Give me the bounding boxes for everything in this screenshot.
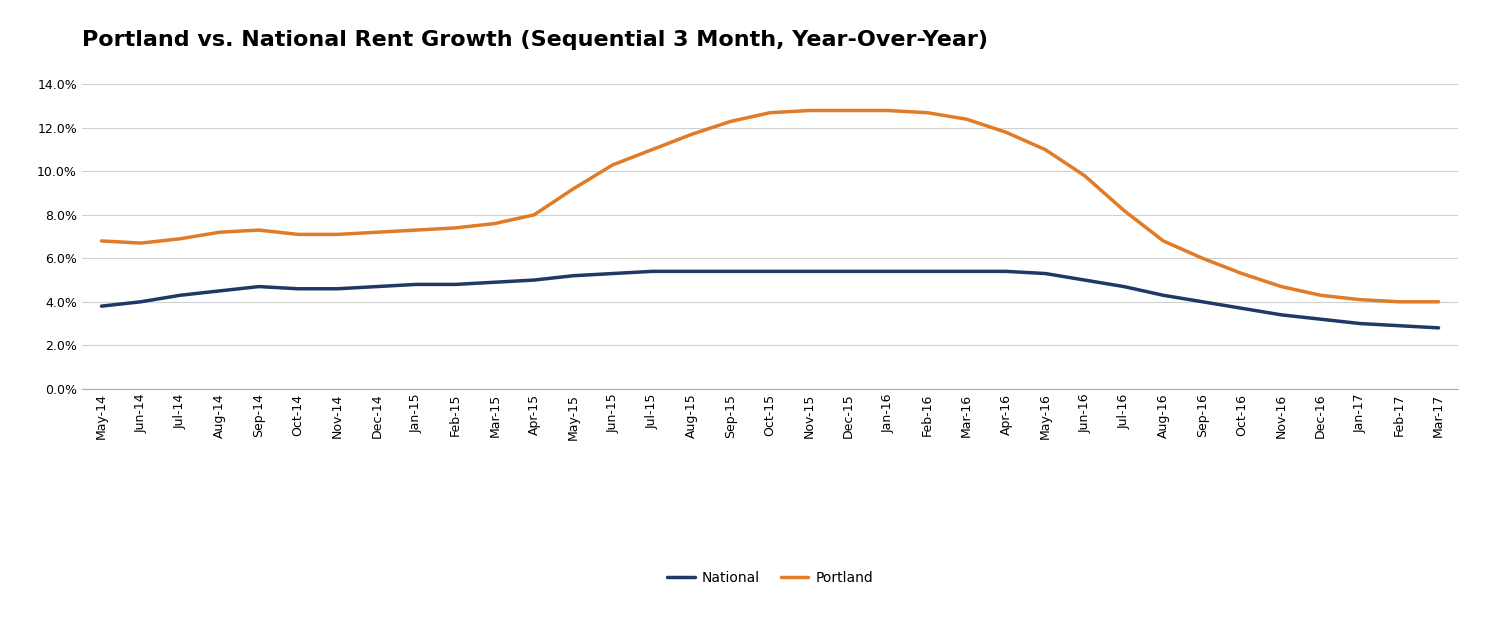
Line: Portland: Portland <box>101 110 1439 302</box>
National <box>801 268 818 275</box>
Portland <box>1076 172 1094 179</box>
Portland <box>879 107 897 114</box>
National <box>1076 277 1094 284</box>
Portland <box>289 231 307 238</box>
National <box>879 268 897 275</box>
National <box>1272 311 1290 319</box>
National <box>1115 283 1132 290</box>
National <box>1193 298 1211 305</box>
Portland <box>918 109 936 117</box>
National <box>1351 320 1369 327</box>
Portland <box>485 220 503 228</box>
Portland <box>1155 237 1173 245</box>
National <box>1430 324 1448 332</box>
National <box>1312 315 1330 323</box>
Portland <box>368 228 385 236</box>
Line: National: National <box>101 271 1439 328</box>
National <box>997 268 1015 275</box>
National <box>1155 292 1173 299</box>
National <box>92 302 110 310</box>
National <box>958 268 976 275</box>
Legend: National, Portland: National, Portland <box>661 565 879 591</box>
Portland <box>604 161 622 169</box>
Portland <box>1390 298 1408 305</box>
Portland <box>446 224 464 231</box>
National <box>211 287 229 295</box>
National <box>289 285 307 293</box>
Portland <box>1312 292 1330 299</box>
Portland <box>92 237 110 245</box>
National <box>1234 305 1251 312</box>
Portland <box>839 107 857 114</box>
Portland <box>762 109 780 117</box>
Text: Portland vs. National Rent Growth (Sequential 3 Month, Year-Over-Year): Portland vs. National Rent Growth (Seque… <box>82 30 988 50</box>
National <box>762 268 780 275</box>
National <box>446 281 464 288</box>
Portland <box>564 185 582 192</box>
Portland <box>997 129 1015 136</box>
Portland <box>722 118 740 125</box>
National <box>918 268 936 275</box>
Portland <box>525 211 543 219</box>
National <box>839 268 857 275</box>
National <box>683 268 701 275</box>
Portland <box>171 235 189 243</box>
Portland <box>1430 298 1448 305</box>
Portland <box>683 130 701 138</box>
National <box>329 285 347 293</box>
National <box>604 270 622 277</box>
Portland <box>1272 283 1290 290</box>
Portland <box>1115 207 1132 214</box>
Portland <box>408 226 426 234</box>
National <box>1390 322 1408 329</box>
National <box>132 298 150 305</box>
Portland <box>643 146 661 154</box>
Portland <box>1036 146 1054 154</box>
Portland <box>250 226 268 234</box>
Portland <box>1351 296 1369 303</box>
Portland <box>1193 255 1211 262</box>
National <box>643 268 661 275</box>
National <box>368 283 385 290</box>
National <box>564 272 582 280</box>
Portland <box>1234 270 1251 277</box>
National <box>1036 270 1054 277</box>
Portland <box>329 231 347 238</box>
National <box>525 277 543 284</box>
Portland <box>132 240 150 247</box>
National <box>171 292 189 299</box>
Portland <box>801 107 818 114</box>
National <box>485 278 503 286</box>
National <box>408 281 426 288</box>
Portland <box>958 115 976 123</box>
Portland <box>211 228 229 236</box>
National <box>250 283 268 290</box>
National <box>722 268 740 275</box>
